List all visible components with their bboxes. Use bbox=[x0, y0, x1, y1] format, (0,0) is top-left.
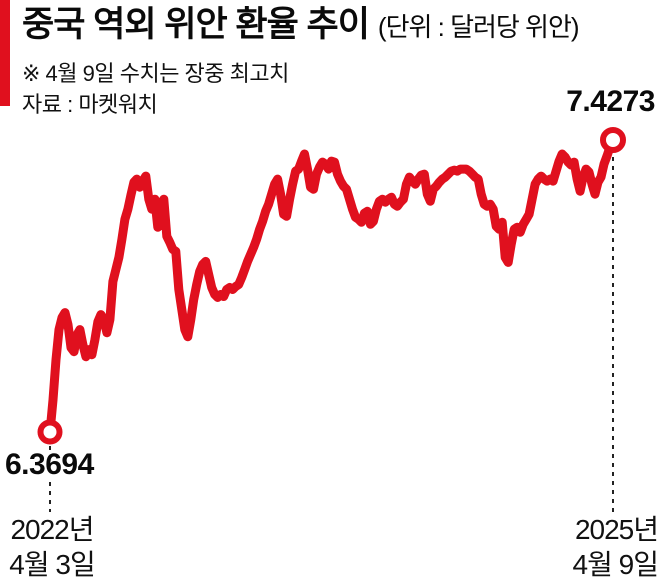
start-date-year: 2022년 bbox=[10, 514, 94, 545]
end-date-label: 2025년 4월 9일 bbox=[538, 512, 658, 582]
end-marker bbox=[600, 127, 626, 153]
header: 중국 역외 위안 환율 추이 (단위 : 달러당 위안) bbox=[22, 2, 658, 48]
source-label: 자료 : 마켓워치 bbox=[22, 92, 158, 117]
start-value-label: 6.3694 bbox=[3, 448, 96, 481]
start-marker bbox=[37, 419, 63, 445]
page-title: 중국 역외 위안 환율 추이 bbox=[22, 5, 370, 44]
end-date-year: 2025년 bbox=[574, 514, 658, 545]
start-date-day: 4월 3일 bbox=[9, 549, 95, 580]
end-value-label: 7.4273 bbox=[566, 85, 655, 118]
unit-label: (단위 : 달러당 위안) bbox=[377, 12, 580, 42]
start-date-label: 2022년 4월 3일 bbox=[0, 512, 110, 582]
rate-line bbox=[45, 136, 618, 437]
end-date-day: 4월 9일 bbox=[572, 549, 658, 580]
chart-note: ※ 4월 9일 수치는 장중 최고치 bbox=[22, 61, 289, 86]
accent-bar bbox=[0, 0, 10, 106]
